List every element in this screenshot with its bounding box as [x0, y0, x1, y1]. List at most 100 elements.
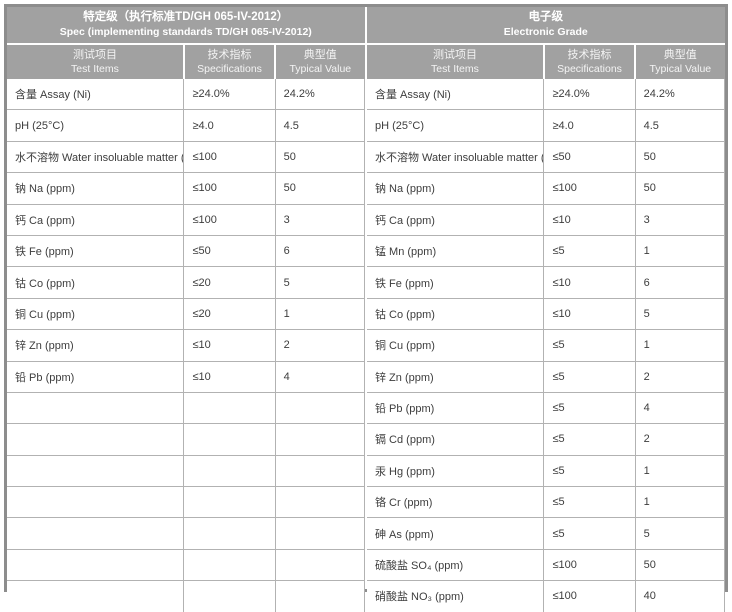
typical-value-cell: 50: [635, 549, 726, 582]
test-item-cell: [7, 392, 185, 425]
typical-value-cell: 2: [635, 423, 726, 456]
column-header-en: Test Items: [71, 62, 119, 75]
column-header-en: Specifications: [197, 62, 262, 75]
typical-value-cell: [275, 549, 366, 582]
typical-value-cell: [275, 392, 366, 425]
table-spec-grade: 特定级（执行标准TD/GH 065-IV-2012） Spec (impleme…: [7, 7, 366, 612]
specification-cell: ≤5: [543, 235, 636, 268]
typical-value-cell: 50: [275, 141, 366, 174]
typical-value-cell: 5: [635, 298, 726, 331]
specification-cell: ≤5: [543, 329, 636, 362]
specification-cell: ≤5: [543, 455, 636, 488]
table-row: 铅 Pb (ppm) ≤5 4: [367, 392, 726, 425]
table-title: 电子级 Electronic Grade: [367, 7, 725, 45]
table-row: 含量 Assay (Ni) ≥24.0% 24.2%: [367, 79, 726, 111]
test-item-cell: 锰 Mn (ppm): [367, 235, 545, 268]
column-header-cn: 技术指标: [567, 48, 612, 61]
specification-cell: ≤20: [183, 298, 276, 331]
table-title: 特定级（执行标准TD/GH 065-IV-2012） Spec (impleme…: [7, 7, 365, 45]
test-item-cell: 水不溶物 Water insoluable matter (ppm): [367, 141, 545, 174]
test-item-cell: 钠 Na (ppm): [367, 172, 545, 205]
specification-cell: ≤5: [543, 517, 636, 550]
test-item-cell: 钴 Co (ppm): [7, 266, 185, 299]
column-header-test-items: 测试项目 Test Items: [367, 44, 545, 79]
typical-value-cell: [275, 486, 366, 519]
spec-grade-table: 特定级（执行标准TD/GH 065-IV-2012） Spec (impleme…: [7, 7, 367, 612]
column-header-en: Typical Value: [649, 62, 712, 75]
typical-value-cell: 50: [635, 141, 726, 174]
specification-cell: ≤100: [183, 204, 276, 236]
table-body: 含量 Assay (Ni) ≥24.0% 24.2% pH (25°C) ≥4.0 4.5…: [367, 79, 726, 612]
typical-value-cell: 6: [275, 235, 366, 268]
test-item-cell: 铅 Pb (ppm): [7, 361, 185, 393]
test-item-cell: [7, 549, 185, 582]
column-header-cn: 典型值: [663, 48, 697, 61]
column-header-en: Typical Value: [289, 62, 352, 75]
typical-value-cell: [275, 580, 366, 612]
specification-cell: ≤5: [543, 486, 636, 519]
typical-value-cell: 50: [275, 172, 366, 205]
column-header-row: 测试项目 Test Items 技术指标 Specifications 典型值 …: [367, 44, 725, 79]
table-title-en: Electronic Grade: [503, 25, 588, 38]
specification-cell: ≥24.0%: [543, 79, 636, 111]
product-spec-sheet: 特定级（执行标准TD/GH 065-IV-2012） Spec (impleme…: [4, 4, 728, 612]
column-header-typical-value: 典型值 Typical Value: [635, 44, 725, 79]
table-row: 铁 Fe (ppm) ≤10 6: [367, 266, 726, 299]
column-header-typical-value: 典型值 Typical Value: [275, 44, 365, 79]
specification-cell: ≤10: [183, 361, 276, 393]
table-row: [7, 517, 366, 550]
table-row: 钠 Na (ppm) ≤100 50: [367, 172, 726, 205]
specification-cell: ≤50: [183, 235, 276, 268]
table-title-row: 特定级（执行标准TD/GH 065-IV-2012） Spec (impleme…: [7, 7, 365, 45]
typical-value-cell: 2: [635, 361, 726, 393]
table-row: 砷 As (ppm) ≤5 5: [367, 517, 726, 550]
table-row: 钠 Na (ppm) ≤100 50: [7, 172, 366, 205]
typical-value-cell: 1: [635, 486, 726, 519]
table-row: [7, 455, 366, 488]
test-item-cell: 镉 Cd (ppm): [367, 423, 545, 456]
typical-value-cell: 4: [275, 361, 366, 393]
typical-value-cell: 1: [635, 235, 726, 268]
column-header-cn: 测试项目: [432, 48, 477, 61]
table-title-row: 电子级 Electronic Grade: [367, 7, 725, 45]
test-item-cell: 水不溶物 Water insoluable matter (ppm): [7, 141, 185, 174]
table-row: 钴 Co (ppm) ≤20 5: [7, 266, 366, 299]
table-row: 铬 Cr (ppm) ≤5 1: [367, 486, 726, 519]
typical-value-cell: 1: [275, 298, 366, 331]
table-row: [7, 580, 366, 612]
column-header-specifications: 技术指标 Specifications: [183, 44, 277, 79]
specification-cell: [183, 486, 276, 519]
typical-value-cell: 1: [635, 329, 726, 362]
electronic-grade-table: 电子级 Electronic Grade 测试项目 Test Items 技术指…: [367, 7, 726, 612]
column-header-test-items: 测试项目 Test Items: [7, 44, 185, 79]
table-body: 含量 Assay (Ni) ≥24.0% 24.2% pH (25°C) ≥4.0 4.5…: [7, 79, 366, 612]
specification-cell: [183, 549, 276, 582]
specification-cell: ≤100: [543, 172, 636, 205]
column-header-cn: 测试项目: [72, 48, 117, 61]
test-item-cell: [7, 580, 185, 612]
test-item-cell: [7, 486, 185, 519]
test-item-cell: 锌 Zn (ppm): [7, 329, 185, 362]
column-header-specifications: 技术指标 Specifications: [543, 44, 637, 79]
test-item-cell: 砷 As (ppm): [367, 517, 545, 550]
table-row: 铅 Pb (ppm) ≤10 4: [7, 361, 366, 393]
test-item-cell: pH (25°C): [367, 109, 545, 142]
test-item-cell: [7, 455, 185, 488]
table-row: [7, 486, 366, 519]
table-row: 汞 Hg (ppm) ≤5 1: [367, 455, 726, 488]
specification-cell: [183, 423, 276, 456]
specification-cell: ≤5: [543, 423, 636, 456]
specification-cell: [183, 392, 276, 425]
test-item-cell: [7, 423, 185, 456]
specification-cell: ≤100: [543, 580, 636, 612]
specification-cell: ≤5: [543, 392, 636, 425]
table-row: 钴 Co (ppm) ≤10 5: [367, 298, 726, 331]
specification-cell: [183, 580, 276, 612]
typical-value-cell: [275, 517, 366, 550]
table-title-en: Spec (implementing standards TD/GH 065-I…: [59, 25, 312, 38]
test-item-cell: 钴 Co (ppm): [367, 298, 545, 331]
test-item-cell: 钙 Ca (ppm): [7, 204, 185, 236]
column-header-cn: 典型值: [303, 48, 337, 61]
typical-value-cell: 24.2%: [275, 79, 366, 111]
